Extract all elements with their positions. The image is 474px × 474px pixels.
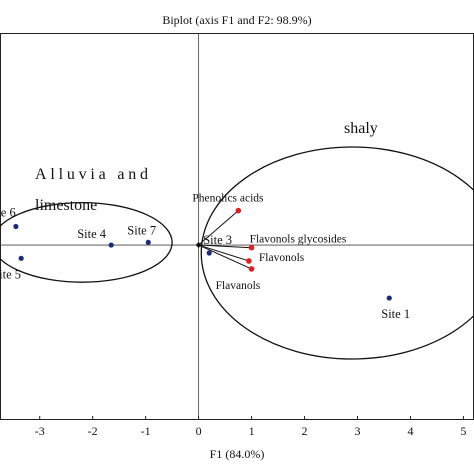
observation-point (386, 295, 392, 301)
variable-vector (198, 244, 252, 249)
observation-label: Site 6 (0, 206, 16, 220)
variable-point (246, 258, 252, 264)
x-tick-label: 2 (302, 424, 308, 438)
group-ellipse (0, 202, 173, 283)
x-tick-label: -2 (88, 424, 98, 438)
x-tick-label: 1 (249, 424, 255, 438)
observation-point (145, 239, 151, 246)
x-tick-label: 0 (196, 424, 202, 438)
plot-frame (0, 33, 474, 420)
observation-label: Site 5 (0, 267, 21, 281)
variable-vector (198, 244, 250, 262)
variable-point (248, 244, 255, 251)
variable-label: Flavonols glycosides (250, 234, 347, 246)
observation-point (206, 250, 212, 256)
x-tick-label: -1 (141, 424, 151, 438)
observation-label: Site 3 (203, 233, 232, 247)
observation-point (18, 255, 24, 261)
origin-marker (195, 242, 202, 249)
observation-point (13, 223, 19, 230)
observation-label: Site 4 (77, 227, 107, 241)
x-tick-label: 5 (460, 424, 466, 438)
variable-label: Flavanols (216, 280, 261, 292)
x-tick-label: 4 (407, 424, 413, 438)
observation-point (108, 242, 114, 248)
group-label-shaly: shaly (344, 120, 378, 137)
x-axis-label: F1 (84.0%) (210, 447, 265, 461)
group-label-alluvia: Alluvia and (35, 166, 148, 183)
variable-vector (198, 244, 252, 270)
plot-area: -3 -2 -1 0 1 2 3 4 5 Alluvia and limestone shaly Phe… (0, 33, 474, 438)
variable-label: Flavonols (259, 252, 305, 264)
variable-label: Phenolics acids (192, 193, 264, 205)
x-tick-label: 3 (354, 424, 360, 438)
variable-point (248, 266, 255, 272)
group-label-limestone: limestone (35, 197, 97, 214)
observation-label: Site 1 (381, 307, 410, 321)
observation-label: Site 7 (127, 223, 156, 237)
variable-point (235, 207, 242, 214)
group-ellipse (200, 146, 474, 360)
variable-vector (198, 210, 239, 246)
x-tick-label: -3 (35, 424, 45, 438)
chart-title: Biplot (axis F1 and F2: 98.9%) (162, 13, 311, 27)
